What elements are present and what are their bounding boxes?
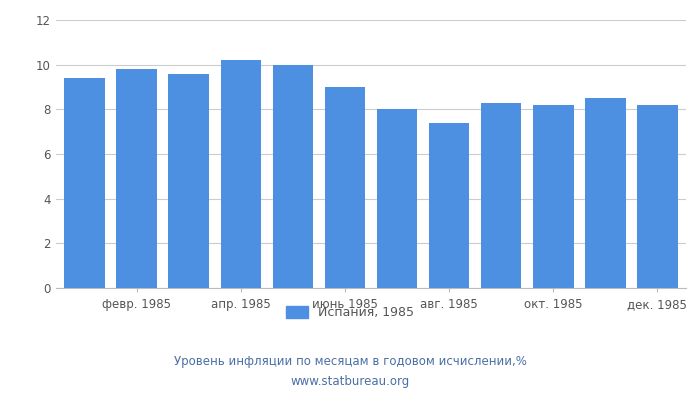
Bar [169,74,209,288]
Legend: Испания, 1985: Испания, 1985 [281,300,419,324]
Bar [325,87,365,288]
Bar [429,123,470,288]
Text: Уровень инфляции по месяцам в годовом исчислении,%: Уровень инфляции по месяцам в годовом ис… [174,356,526,368]
Bar [585,98,626,288]
Bar [377,109,417,288]
Bar [272,65,313,288]
Bar [637,105,678,288]
Bar [220,60,261,288]
Bar [481,103,522,288]
Text: www.statbureau.org: www.statbureau.org [290,376,410,388]
Bar [64,78,105,288]
Bar [533,105,573,288]
Bar [116,69,157,288]
